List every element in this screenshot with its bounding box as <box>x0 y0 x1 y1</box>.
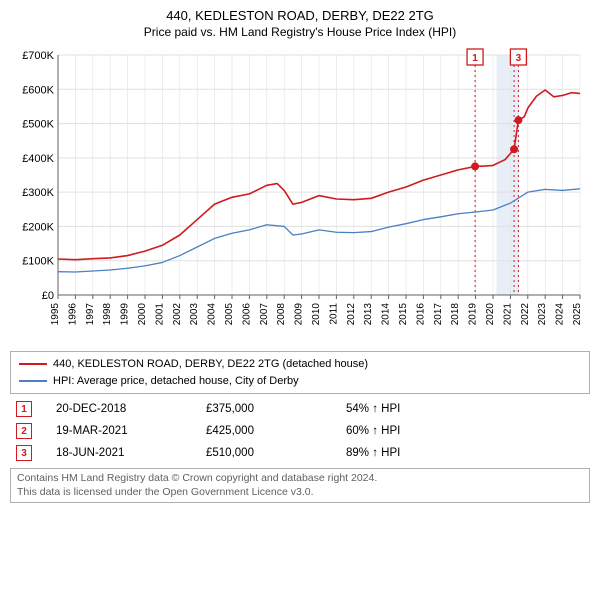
svg-text:2012: 2012 <box>346 303 357 326</box>
svg-text:2000: 2000 <box>137 303 148 326</box>
transaction-date: 19-MAR-2021 <box>50 420 200 442</box>
footer-line-2: This data is licensed under the Open Gov… <box>17 486 583 500</box>
svg-text:2024: 2024 <box>555 303 566 326</box>
svg-text:2002: 2002 <box>172 303 183 326</box>
transaction-price: £375,000 <box>200 398 340 420</box>
svg-text:3: 3 <box>516 53 522 64</box>
chart-container: 440, KEDLESTON ROAD, DERBY, DE22 2TG Pri… <box>0 0 600 590</box>
svg-text:£300K: £300K <box>22 187 54 199</box>
legend-item: HPI: Average price, detached house, City… <box>19 373 581 390</box>
transaction-row: 1 20-DEC-2018£375,00054% ↑ HPI <box>10 398 590 420</box>
svg-text:£600K: £600K <box>22 84 54 96</box>
svg-text:1: 1 <box>472 53 478 64</box>
line-chart-svg: £0 £100K £200K £300K £400K £500K £600K £700K 199… <box>10 45 590 345</box>
transaction-marker: 2 <box>16 423 32 439</box>
transaction-row: 2 19-MAR-2021£425,00060% ↑ HPI <box>10 420 590 442</box>
transaction-price: £425,000 <box>200 420 340 442</box>
transaction-row: 3 18-JUN-2021£510,00089% ↑ HPI <box>10 442 590 464</box>
svg-text:2017: 2017 <box>433 303 444 326</box>
svg-text:£400K: £400K <box>22 153 54 165</box>
svg-text:2008: 2008 <box>276 303 287 326</box>
svg-text:2023: 2023 <box>537 303 548 326</box>
svg-text:£200K: £200K <box>22 221 54 233</box>
legend-swatch <box>19 363 47 365</box>
svg-text:2016: 2016 <box>415 303 426 326</box>
svg-text:2019: 2019 <box>468 303 479 326</box>
svg-text:2014: 2014 <box>381 303 392 326</box>
svg-text:£500K: £500K <box>22 119 54 131</box>
legend-item: 440, KEDLESTON ROAD, DERBY, DE22 2TG (de… <box>19 356 581 373</box>
svg-text:2004: 2004 <box>207 303 218 326</box>
svg-text:2010: 2010 <box>311 303 322 326</box>
svg-text:2005: 2005 <box>224 303 235 326</box>
svg-text:2011: 2011 <box>328 303 339 325</box>
transaction-price: £510,000 <box>200 442 340 464</box>
legend-swatch <box>19 380 47 382</box>
svg-text:2009: 2009 <box>294 303 305 326</box>
svg-text:£0: £0 <box>42 290 54 302</box>
svg-text:2007: 2007 <box>259 303 270 326</box>
svg-text:2006: 2006 <box>241 303 252 326</box>
svg-text:£100K: £100K <box>22 256 54 268</box>
transaction-table: 1 20-DEC-2018£375,00054% ↑ HPI 2 19-MAR-202… <box>10 398 590 464</box>
svg-text:1995: 1995 <box>50 303 61 326</box>
svg-text:2001: 2001 <box>154 303 165 326</box>
svg-text:2018: 2018 <box>450 303 461 326</box>
svg-text:2025: 2025 <box>572 303 583 326</box>
footer-attribution: Contains HM Land Registry data © Crown c… <box>10 468 590 503</box>
legend: 440, KEDLESTON ROAD, DERBY, DE22 2TG (de… <box>10 351 590 394</box>
svg-text:2013: 2013 <box>363 303 374 326</box>
svg-text:£700K: £700K <box>22 50 54 62</box>
svg-text:2015: 2015 <box>398 303 409 326</box>
transaction-pct-vs-hpi: 60% ↑ HPI <box>340 420 590 442</box>
svg-text:1999: 1999 <box>120 303 131 326</box>
chart-plot-area: £0 £100K £200K £300K £400K £500K £600K £700K 199… <box>10 45 590 345</box>
transaction-pct-vs-hpi: 89% ↑ HPI <box>340 442 590 464</box>
svg-text:1997: 1997 <box>85 303 96 326</box>
legend-label: 440, KEDLESTON ROAD, DERBY, DE22 2TG (de… <box>53 356 368 373</box>
transaction-marker: 3 <box>16 445 32 461</box>
transaction-date: 20-DEC-2018 <box>50 398 200 420</box>
svg-text:2022: 2022 <box>520 303 531 326</box>
transaction-marker: 1 <box>16 401 32 417</box>
transaction-pct-vs-hpi: 54% ↑ HPI <box>340 398 590 420</box>
svg-text:2021: 2021 <box>502 303 513 326</box>
legend-label: HPI: Average price, detached house, City… <box>53 373 299 390</box>
footer-line-1: Contains HM Land Registry data © Crown c… <box>17 472 583 486</box>
svg-text:1996: 1996 <box>67 303 78 326</box>
svg-text:2020: 2020 <box>485 303 496 326</box>
chart-subtitle: Price paid vs. HM Land Registry's House … <box>10 25 590 39</box>
svg-text:1998: 1998 <box>102 303 113 326</box>
chart-title: 440, KEDLESTON ROAD, DERBY, DE22 2TG <box>10 8 590 23</box>
transaction-date: 18-JUN-2021 <box>50 442 200 464</box>
svg-text:2003: 2003 <box>189 303 200 326</box>
